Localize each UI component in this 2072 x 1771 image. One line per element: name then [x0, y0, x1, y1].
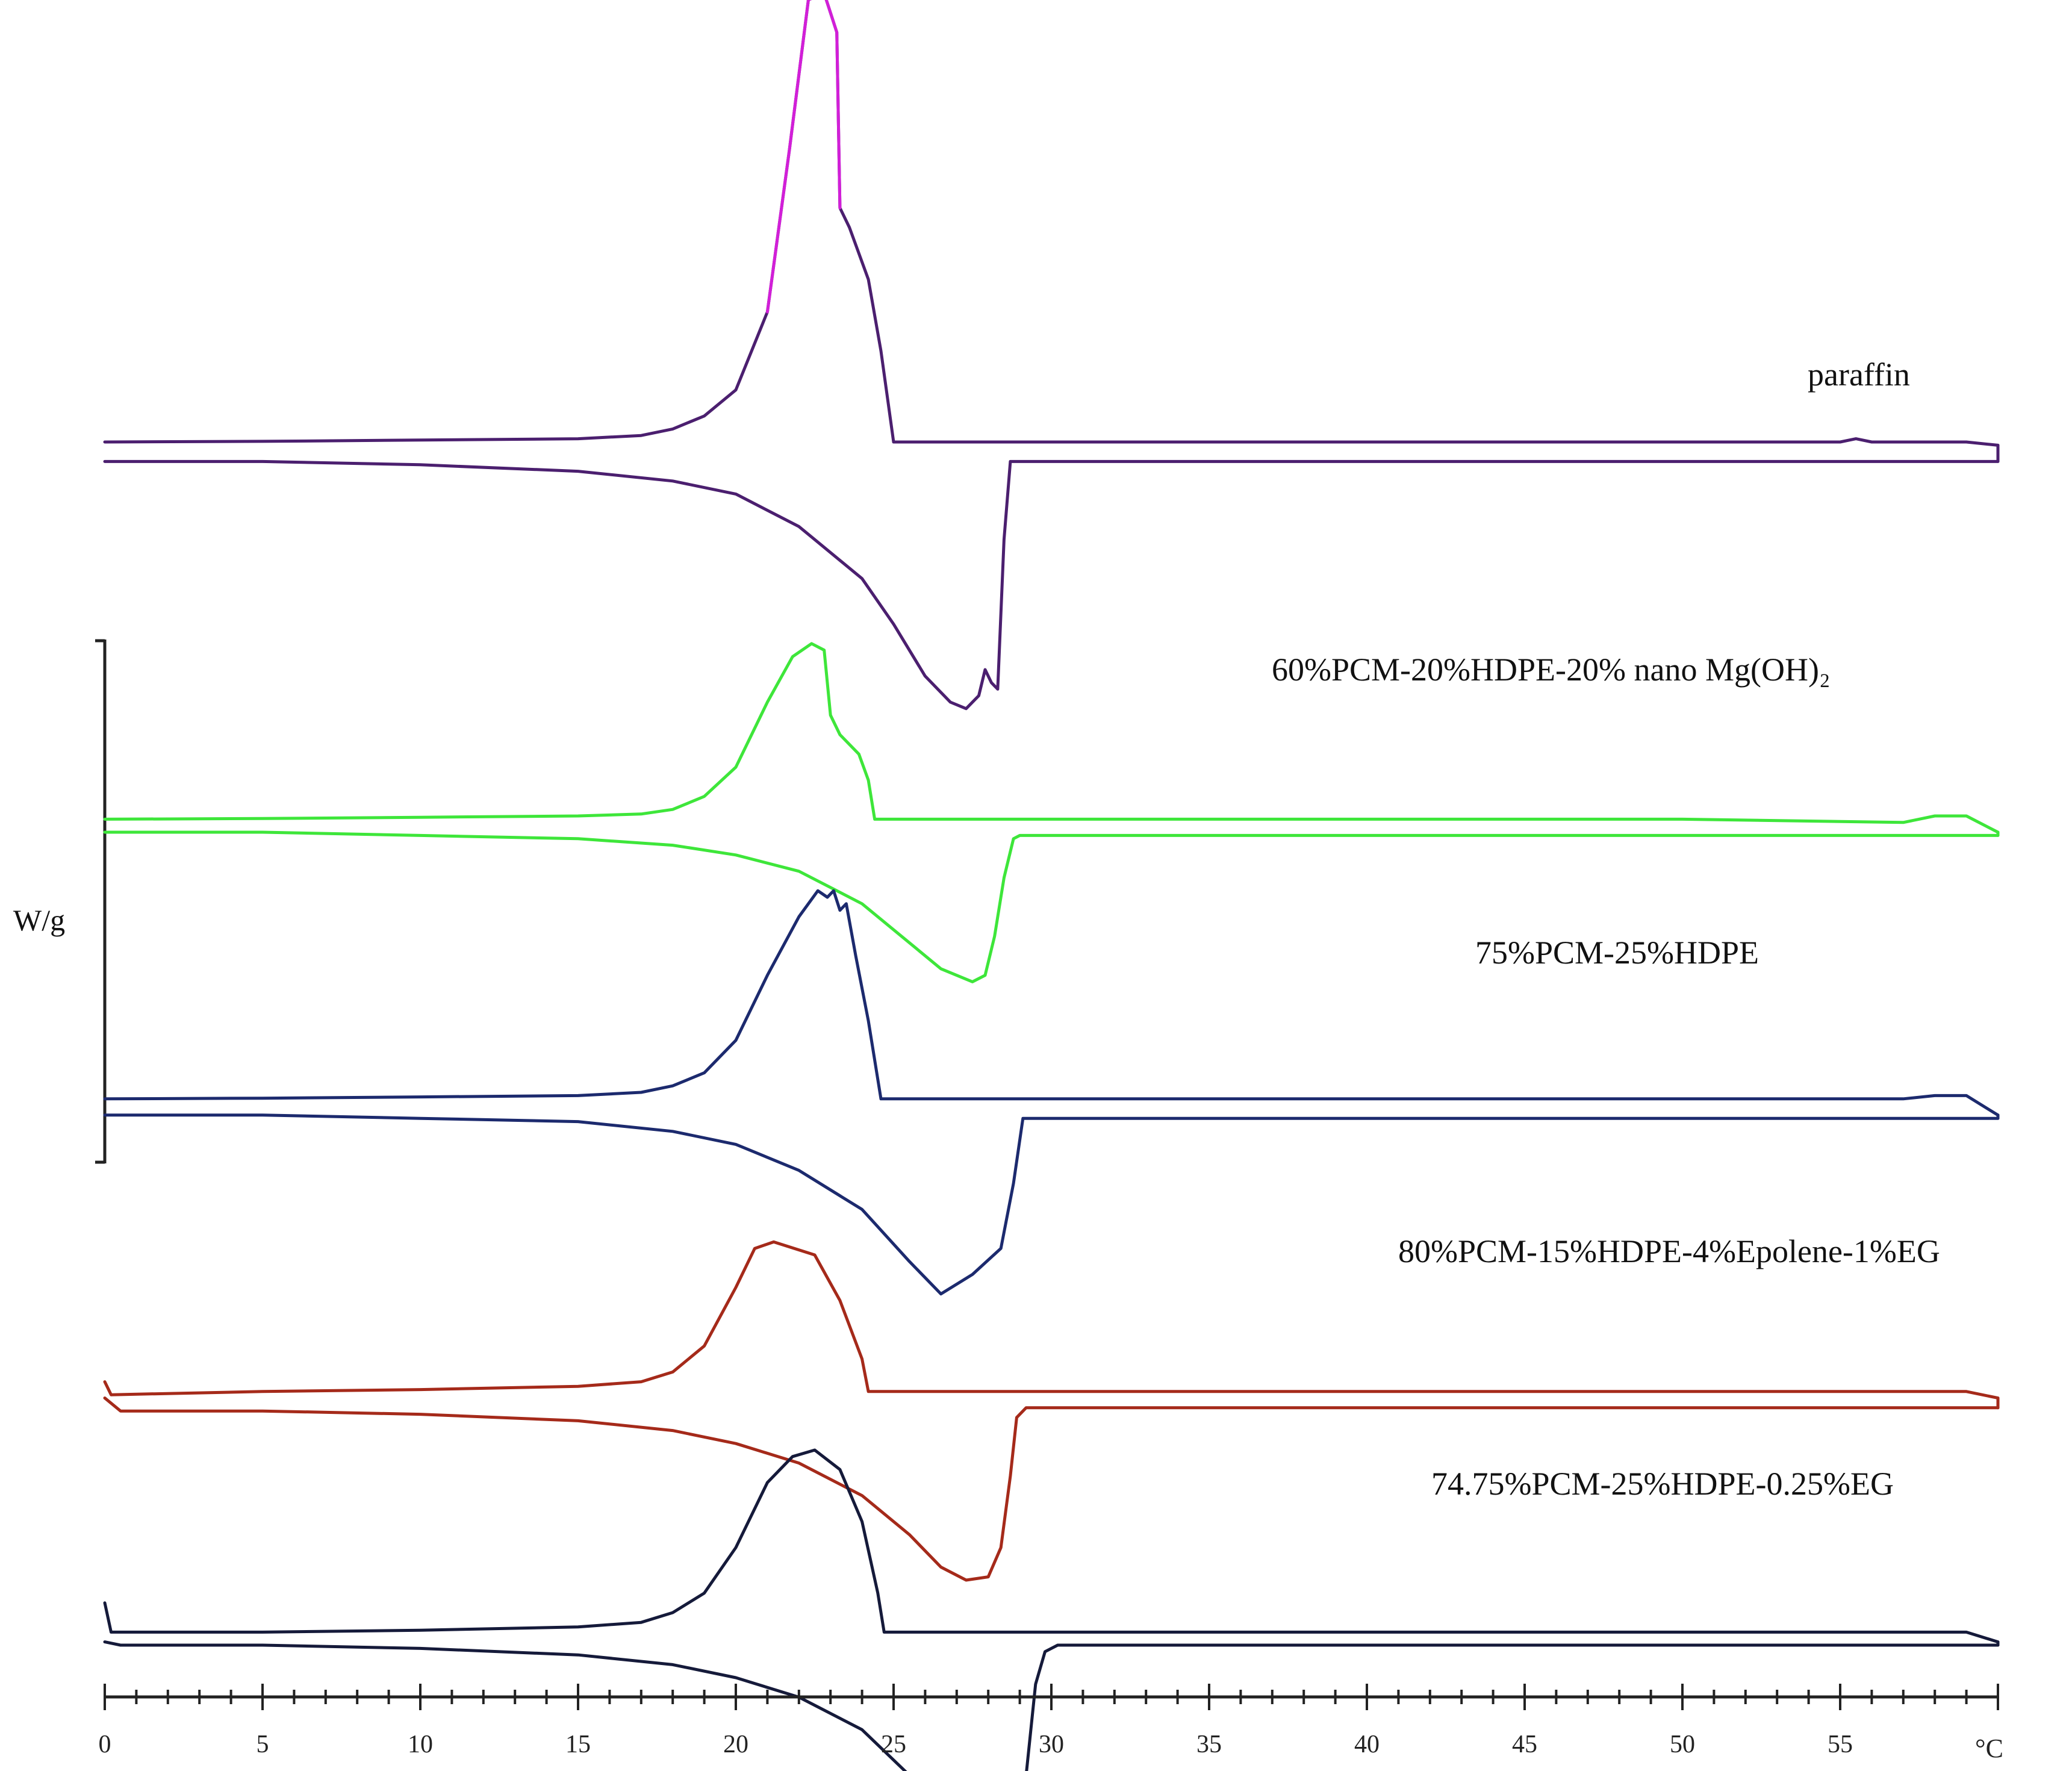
series-4-cooling-curve [103, 1448, 2000, 1644]
x-tick-label: 30 [1039, 1731, 1064, 1758]
series-4-heating-curve [103, 1640, 2000, 1771]
series-2-heating-curve [103, 1113, 2000, 1296]
x-axis: °C 0 5 10 15 20 25 30 35 40 45 50 55 [99, 1684, 2003, 1763]
series-2-cooling-curve [103, 889, 2000, 1117]
series-label-mgoh2: 60%PCM-20%HDPE-20% nano Mg(OH)₂ [1272, 652, 1831, 688]
x-tick-label: 35 [1196, 1731, 1222, 1758]
x-tick-label: 15 [565, 1731, 591, 1758]
series-1-cooling-curve [103, 642, 2000, 834]
series-3 [103, 1240, 2000, 1582]
series-3-heating-curve [103, 1396, 2000, 1582]
x-tick-label: 45 [1512, 1731, 1537, 1758]
series-0 [103, 0, 2000, 711]
x-tick-label: 55 [1828, 1731, 1853, 1758]
x-tick-label: 5 [257, 1731, 269, 1758]
x-tick-label: 40 [1354, 1731, 1380, 1758]
curves-group [103, 0, 2000, 1771]
x-tick-label: 20 [723, 1731, 748, 1758]
y-axis: W/g [13, 639, 107, 1164]
x-tick-label: 50 [1670, 1731, 1695, 1758]
series-2 [103, 889, 2000, 1296]
y-axis-label: W/g [13, 903, 65, 937]
series-labels: paraffin 60%PCM-20%HDPE-20% nano Mg(OH)₂… [1272, 356, 1940, 1502]
x-axis-unit-label: °C [1975, 1734, 2003, 1763]
series-1-heating-curve [103, 830, 2000, 983]
series-label-epolene: 80%PCM-15%HDPE-4%Epolene-1%EG [1398, 1233, 1940, 1269]
series-label-eg: 74.75%PCM-25%HDPE-0.25%EG [1431, 1466, 1894, 1502]
series-4 [103, 1448, 2000, 1771]
series-0-peak-highlight [765, 0, 842, 314]
x-tick-label: 25 [881, 1731, 906, 1758]
series-3-cooling-curve [103, 1240, 2000, 1400]
x-tick-label: 10 [408, 1731, 433, 1758]
series-0-heating-curve [103, 459, 2000, 711]
series-0-cooling-curve [103, 0, 2000, 447]
x-tick-label: 0 [99, 1731, 111, 1758]
series-1 [103, 642, 2000, 983]
series-label-hdpe: 75%PCM-25%HDPE [1475, 935, 1759, 971]
series-label-paraffin: paraffin [1808, 356, 1910, 393]
